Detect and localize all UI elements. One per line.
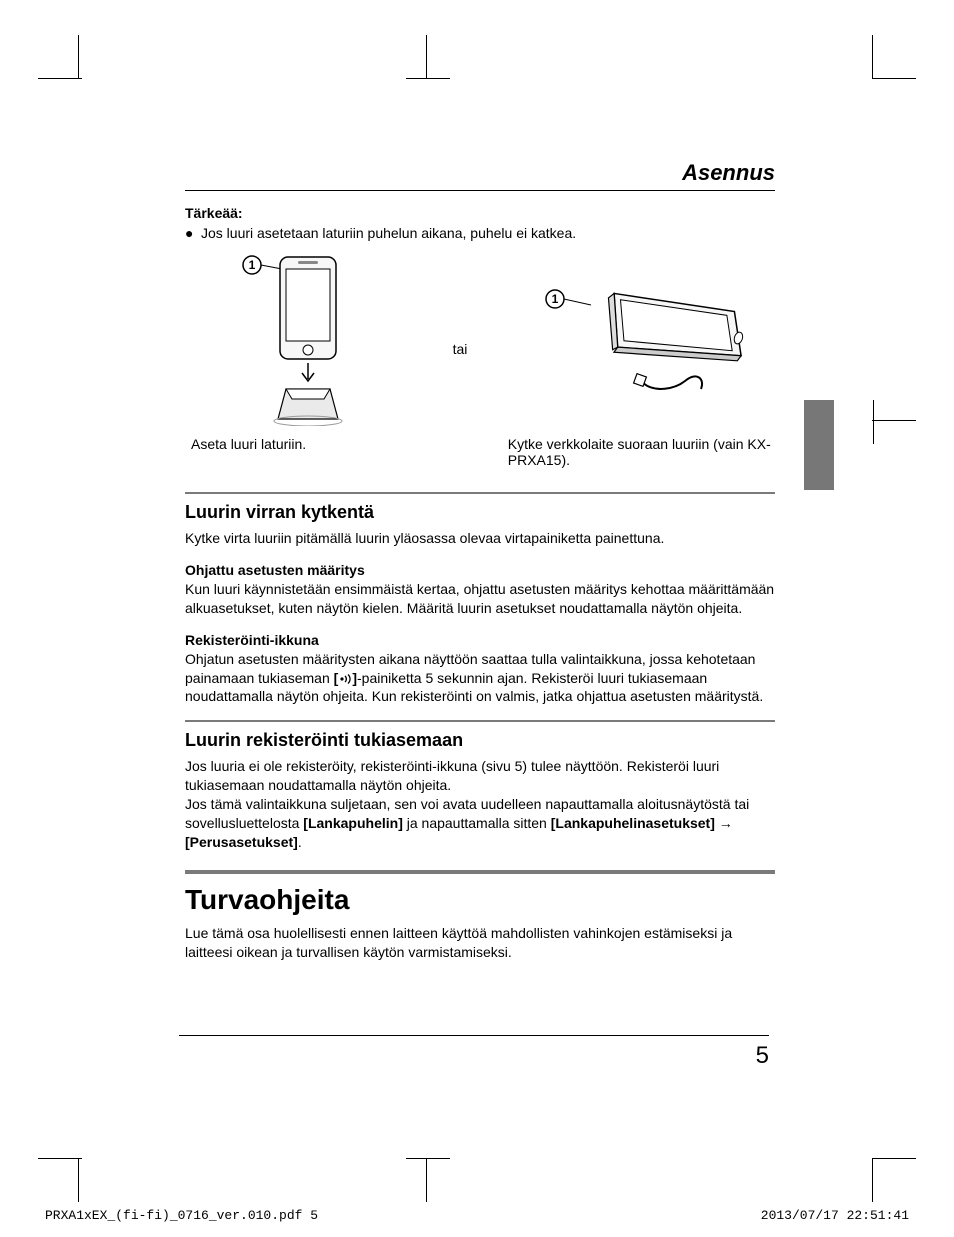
menu-landline: [Lankapuhelin]: [303, 815, 403, 831]
crop-mark: [38, 1158, 82, 1159]
menu-basic-settings: [Perusasetukset]: [185, 834, 298, 850]
section-rule: [185, 492, 775, 494]
power-body: Kytke virta luuriin pitämällä luurin ylä…: [185, 529, 775, 548]
crop-mark: [872, 1158, 916, 1159]
wizard-body: Kun luuri käynnistetään ensimmäistä kert…: [185, 580, 775, 618]
page: Asennus Tärkeää: ● Jos luuri asetetaan l…: [0, 0, 954, 1237]
section-header: Asennus: [185, 160, 775, 191]
section-rule-thick: [185, 870, 775, 874]
heading-registration-window: Rekisteröinti-ikkuna: [185, 632, 775, 648]
section-rule: [185, 720, 775, 722]
figure-or-text: tai: [415, 251, 505, 357]
side-tab: [804, 400, 834, 490]
crop-mark: [873, 400, 874, 444]
caption-left: Aseta luuri laturiin.: [185, 436, 508, 468]
phone-cable-illustration: 1: [525, 271, 755, 401]
figure-left: 1: [185, 251, 415, 426]
antenna-button-label: []: [334, 670, 357, 686]
heading-power: Luurin virran kytkentä: [185, 502, 775, 523]
crop-mark: [872, 420, 916, 421]
crop-mark: [78, 35, 79, 79]
bullet-text: Jos luuri asetetaan laturiin puhelun aik…: [201, 225, 576, 241]
caption-right: Kytke verkkolaite suoraan luuriin (vain …: [508, 436, 775, 468]
content-area: Asennus Tärkeää: ● Jos luuri asetetaan l…: [185, 160, 775, 976]
crop-mark: [78, 1158, 79, 1202]
crop-mark: [406, 78, 450, 79]
crop-mark: [426, 1158, 427, 1202]
heading-safety: Turvaohjeita: [185, 884, 775, 916]
crop-mark: [406, 1158, 450, 1159]
registration-body: Ohjatun asetusten määritysten aikana näy…: [185, 650, 775, 707]
safety-body: Lue tämä osa huolellisesti ennen laittee…: [185, 924, 775, 962]
footer-left: PRXA1xEX_(fi-fi)_0716_ver.010.pdf 5: [45, 1208, 318, 1223]
important-bullet: ● Jos luuri asetetaan laturiin puhelun a…: [185, 225, 775, 241]
register-body-1: Jos luuria ei ole rekisteröity, rekister…: [185, 758, 719, 793]
crop-mark: [38, 78, 82, 79]
antenna-icon: [338, 674, 352, 684]
register-body-2b: ja napauttamalla sitten: [403, 815, 551, 831]
menu-landline-settings: [Lankapuhelinasetukset]: [551, 815, 715, 831]
crop-mark: [872, 35, 873, 79]
period: .: [298, 834, 302, 850]
figure-right: 1: [505, 251, 775, 401]
bullet-icon: ●: [185, 225, 201, 241]
svg-text:1: 1: [552, 292, 559, 306]
svg-text:1: 1: [249, 258, 256, 272]
crop-mark: [426, 35, 427, 79]
caption-row: Aseta luuri laturiin. Kytke verkkolaite …: [185, 436, 775, 468]
footer-right: 2013/07/17 22:51:41: [761, 1208, 909, 1223]
page-number: 5: [179, 1035, 769, 1070]
crop-mark: [872, 78, 916, 79]
crop-mark: [872, 1158, 873, 1202]
important-label: Tärkeää:: [185, 205, 775, 221]
heading-register: Luurin rekisteröinti tukiasemaan: [185, 730, 775, 751]
arrow-text: →: [715, 815, 733, 831]
phone-dock-illustration: 1: [230, 251, 370, 426]
heading-wizard: Ohjattu asetusten määritys: [185, 562, 775, 578]
figure-row: 1 tai: [185, 251, 775, 426]
register-body: Jos luuria ei ole rekisteröity, rekister…: [185, 757, 775, 851]
